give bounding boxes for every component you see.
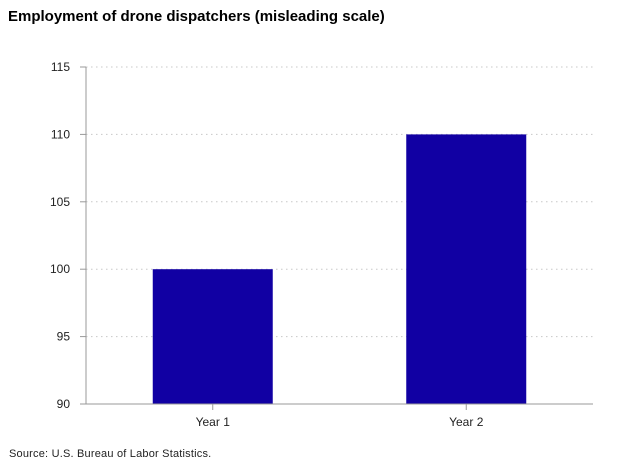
y-tick-label-95: 95: [57, 330, 71, 344]
bar-year-2: [406, 134, 527, 404]
y-tick-label-100: 100: [50, 262, 70, 276]
x-tick-label-2: Year 2: [449, 415, 484, 429]
y-tick-label-115: 115: [51, 60, 70, 74]
tick-labels: 90 95 100 105 110 115 Year 1 Year 2: [50, 60, 484, 429]
axes: [80, 66, 593, 410]
x-tick-label-1: Year 1: [196, 415, 231, 429]
source-note: Source: U.S. Bureau of Labor Statistics.: [9, 448, 212, 460]
y-tick-label-90: 90: [57, 397, 71, 411]
bar-chart: 90 95 100 105 110 115 Year 1 Year 2: [50, 60, 593, 429]
chart-title: Employment of drone dispatchers (mislead…: [8, 8, 385, 25]
bars: [152, 134, 527, 404]
y-tick-label-110: 110: [51, 127, 70, 141]
y-tick-label-105: 105: [50, 195, 70, 209]
bar-year-1: [152, 269, 273, 404]
